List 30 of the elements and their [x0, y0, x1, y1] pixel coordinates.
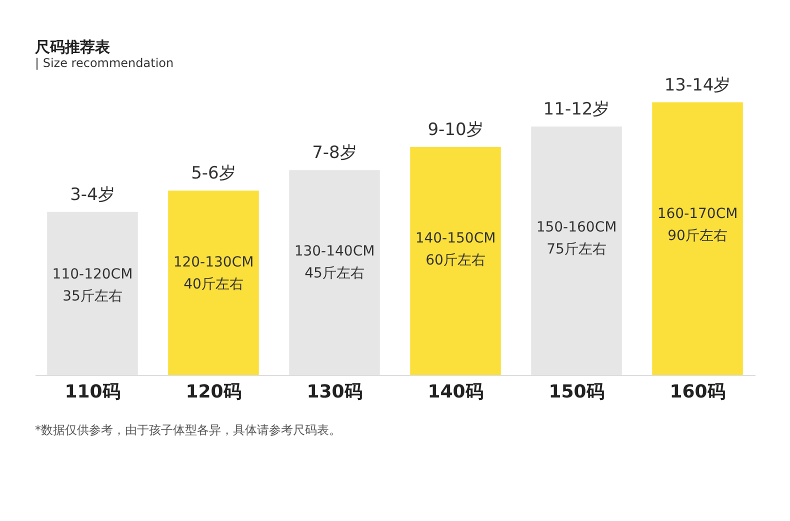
annotation: 160-170CM: [657, 206, 738, 222]
x-tick-label: 130码: [306, 382, 362, 402]
annotation: 40斤左右: [184, 276, 244, 293]
x-tick-label: 110码: [64, 382, 120, 402]
annotation: 90斤左右: [668, 228, 728, 244]
annotation: 13-14岁: [664, 75, 731, 96]
chart-subtitle: | Size recommendation: [35, 56, 174, 70]
annotation: 11-12岁: [543, 100, 610, 120]
x-tick-label: 140码: [428, 382, 484, 402]
annotation: 130-140CM: [294, 243, 375, 260]
annotation: 9-10岁: [428, 120, 484, 140]
x-tick-label: 160码: [670, 382, 726, 402]
annotation: 5-6岁: [191, 164, 236, 184]
annotation: 150-160CM: [536, 219, 617, 236]
x-tick-label: 150码: [548, 382, 604, 402]
chart-title: 尺码推荐表: [34, 38, 111, 56]
bar: [410, 147, 501, 375]
annotation: 110-120CM: [52, 266, 133, 282]
annotation: 60斤左右: [426, 252, 486, 269]
annotation: 140-150CM: [415, 230, 496, 247]
annotation: 3-4岁: [70, 184, 115, 205]
x-tick-label: 120码: [186, 382, 242, 402]
annotation: 120-130CM: [173, 254, 254, 271]
text: *数据仅供参考，由于孩子体型各异，具体请参考尺码表。: [35, 423, 341, 437]
bar: [652, 102, 743, 375]
bar: [168, 190, 259, 375]
annotation: 35斤左右: [62, 288, 122, 304]
annotation: 75斤左右: [546, 241, 606, 258]
annotation: 7-8岁: [312, 143, 357, 164]
annotation: 45斤左右: [304, 265, 364, 282]
